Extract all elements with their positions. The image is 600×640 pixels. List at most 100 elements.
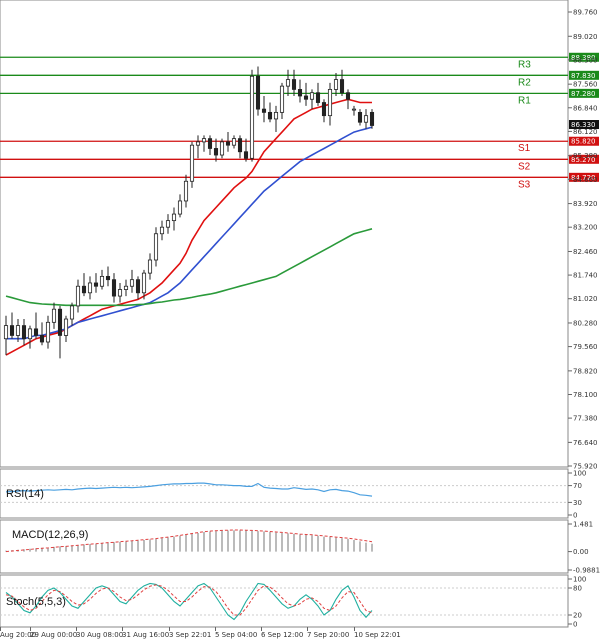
candle: [363, 109, 369, 129]
candle: [207, 135, 213, 156]
candle-body-up: [363, 115, 369, 123]
candle-body-down: [369, 111, 375, 126]
candle: [75, 279, 81, 313]
candle: [267, 102, 273, 123]
candle-body-down: [213, 148, 219, 156]
candle: [153, 227, 159, 267]
candle: [273, 105, 279, 133]
level-badge-r2: [569, 70, 599, 80]
stoch-d-line: [5, 584, 373, 616]
candle-body-up: [15, 325, 21, 336]
candle: [225, 132, 231, 152]
candle-body-down: [321, 102, 327, 117]
level-name-r2: R2: [518, 77, 531, 88]
candle: [9, 312, 15, 339]
level-badge-s3: [569, 172, 599, 182]
rsi-layer: 100 70 30 0: [0, 470, 586, 520]
candle-body-up: [99, 275, 105, 287]
candle: [279, 82, 285, 119]
candle-body-up: [153, 233, 159, 261]
price-tick-label: 81.020: [573, 295, 598, 303]
candle: [309, 89, 315, 110]
candle: [147, 253, 153, 280]
candle-body-up: [201, 138, 207, 143]
candle: [15, 319, 21, 343]
price-tick-label: 76.640: [573, 439, 598, 447]
candle: [135, 276, 141, 300]
candle: [357, 109, 363, 126]
level-badge-value: 85.820: [571, 138, 596, 146]
candle: [93, 273, 99, 293]
candle-body-up: [285, 79, 291, 87]
candle-body-up: [177, 200, 183, 215]
candle: [81, 273, 87, 297]
candle-body-down: [237, 138, 243, 153]
candle: [327, 82, 333, 126]
candle: [345, 89, 351, 110]
candle: [201, 135, 207, 152]
candle-body-up: [249, 75, 255, 159]
price-tick-label: 81.740: [573, 272, 598, 280]
indicator-tick-label: 1.481: [573, 521, 593, 529]
candle: [315, 82, 321, 106]
candle-body-up: [51, 308, 57, 323]
indicator-tick-label: 0.00: [573, 548, 589, 556]
price-tick-label: 75.920: [573, 463, 598, 471]
candle: [111, 273, 117, 303]
candle: [51, 302, 57, 329]
macd-signal-line: [5, 529, 373, 553]
candle: [303, 82, 309, 106]
price-tick-label: 79.560: [573, 343, 598, 351]
price-axis: 89.760 89.020 88.300 87.560 86.840 86.120 85.3…: [568, 9, 598, 471]
candle: [87, 276, 93, 300]
candle-body-up: [351, 108, 357, 111]
candle-body-down: [345, 92, 351, 100]
candle: [165, 214, 171, 234]
indicator-tick-label: 100: [573, 470, 586, 478]
level-badge-value: 88.380: [571, 54, 596, 62]
candle: [99, 269, 105, 290]
macd-panel: [0, 519, 569, 574]
candle-body-down: [255, 75, 261, 110]
candle-body-down: [243, 151, 249, 159]
candle: [321, 99, 327, 123]
candle-body-down: [291, 79, 297, 90]
level-badge-s1: [569, 136, 599, 146]
candle-body-up: [69, 305, 75, 320]
level-badge-value: 87.280: [571, 90, 596, 98]
candle: [21, 319, 27, 346]
macd-layer: 1.481 0.00 -0.9881: [5, 521, 600, 575]
date-tick-label: 7 Sep 20:00: [307, 631, 349, 639]
level-badge-s2: [569, 154, 599, 164]
indicator-tick-label: -0.9881: [573, 567, 600, 575]
price-tick-label: 78.820: [573, 367, 598, 375]
candle: [195, 135, 201, 159]
price-tick-label: 89.760: [573, 9, 598, 17]
candle-body-up: [171, 213, 177, 222]
candle: [231, 135, 237, 149]
date-tick-label: Aug 20:00: [0, 631, 36, 639]
price-tick-label: 85.380: [573, 152, 598, 160]
date-tick-label: 31 Aug 16:00: [122, 631, 169, 639]
rsi-label: RSI(14): [6, 488, 44, 500]
price-tick-label: 83.200: [573, 224, 598, 232]
candle-body-up: [63, 318, 69, 336]
candle: [261, 95, 267, 123]
candle: [237, 135, 243, 159]
price-tick-label: 78.100: [573, 391, 598, 399]
candle-body-up: [189, 144, 195, 182]
indicator-tick-label: 0: [573, 512, 577, 520]
indicator-tick-label: 20: [573, 612, 582, 620]
date-tick-label: 10 Sep 22:01: [354, 631, 401, 639]
candle: [255, 66, 261, 116]
candle-body-up: [87, 282, 93, 294]
candle: [117, 282, 123, 303]
level-badge-value: 85.270: [571, 156, 596, 164]
candle-body-down: [267, 111, 273, 120]
candle-body-up: [219, 141, 225, 156]
candle: [219, 138, 225, 159]
candle-body-up: [147, 259, 153, 274]
date-tick-label: 3 Sep 22:01: [169, 631, 211, 639]
